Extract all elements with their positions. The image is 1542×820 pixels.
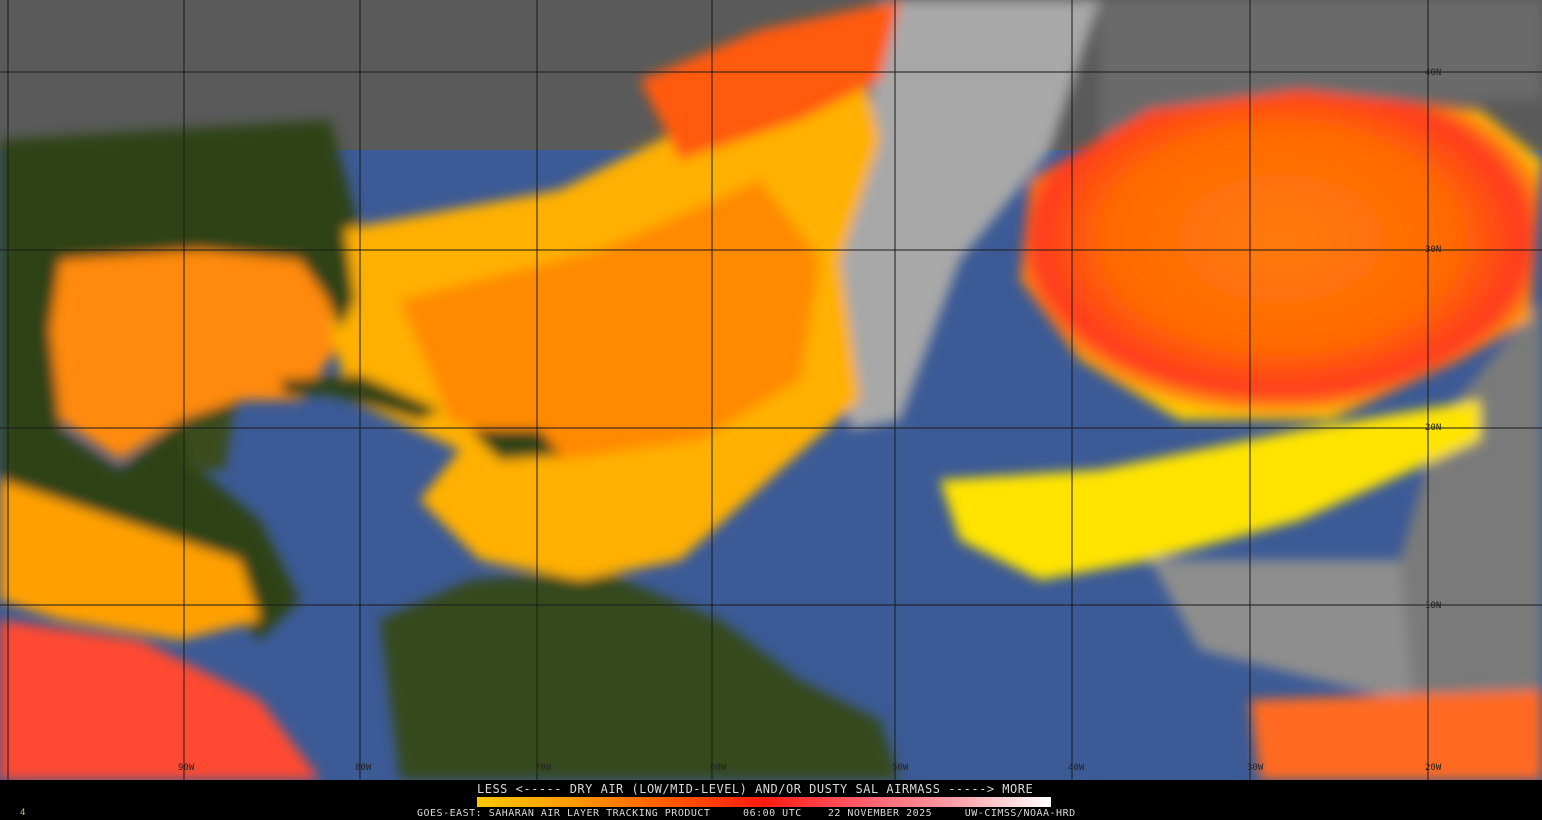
lat-label: 10N xyxy=(1425,601,1441,611)
lon-label: 90W xyxy=(178,763,195,773)
sal-plume-pacific-south xyxy=(0,620,320,780)
lat-label: 30N xyxy=(1425,245,1441,255)
latitude-labels: 40N 30N 20N 10N xyxy=(1425,68,1441,611)
product-credit: UW-CIMSS/NOAA-HRD xyxy=(964,808,1076,819)
product-time: 06:00 UTC xyxy=(743,808,802,819)
lon-label: 80W xyxy=(355,763,372,773)
longitude-labels: 90W 80W 70W 60W 50W 40W 30W 20W xyxy=(178,763,1442,773)
land-yucatan xyxy=(180,400,235,470)
legend-title: LESS <----- DRY AIR (LOW/MID-LEVEL) AND/… xyxy=(477,782,1034,796)
lat-label: 20N xyxy=(1425,423,1441,433)
sal-plume-south-atlantic xyxy=(1250,690,1542,780)
land-south-america xyxy=(380,570,900,780)
legend-footer: LESS <----- DRY AIR (LOW/MID-LEVEL) AND/… xyxy=(0,780,1542,820)
sal-plume-pacific xyxy=(0,480,260,640)
land-florida xyxy=(310,230,355,330)
lat-label: 40N xyxy=(1425,68,1441,78)
product-name: GOES-EAST: SAHARAN AIR LAYER TRACKING PR… xyxy=(417,808,711,819)
sal-satellite-map: 40N 30N 20N 10N 90W 80W 70W 60W 50W 40W … xyxy=(0,0,1542,780)
lon-label: 30W xyxy=(1247,763,1264,773)
cloud-mass-central xyxy=(830,0,1100,430)
lat-lon-grid xyxy=(0,0,1542,780)
product-info: GOES-EAST: SAHARAN AIR LAYER TRACKING PR… xyxy=(417,808,1076,819)
lon-label: 50W xyxy=(892,763,909,773)
frame-number: 4 xyxy=(20,808,26,818)
lon-label: 60W xyxy=(710,763,727,773)
lon-label: 20W xyxy=(1425,763,1442,773)
lon-label: 40W xyxy=(1068,763,1085,773)
product-date: 22 NOVEMBER 2025 xyxy=(827,808,933,819)
sal-band-tropical xyxy=(940,400,1480,580)
sal-colorbar xyxy=(477,797,1051,807)
sal-plume-gulf xyxy=(50,250,350,460)
lon-label: 70W xyxy=(535,763,552,773)
cloud-mass-africa xyxy=(1400,300,1542,780)
sal-plume-north xyxy=(640,0,900,160)
sal-swirl-east xyxy=(1020,90,1542,420)
